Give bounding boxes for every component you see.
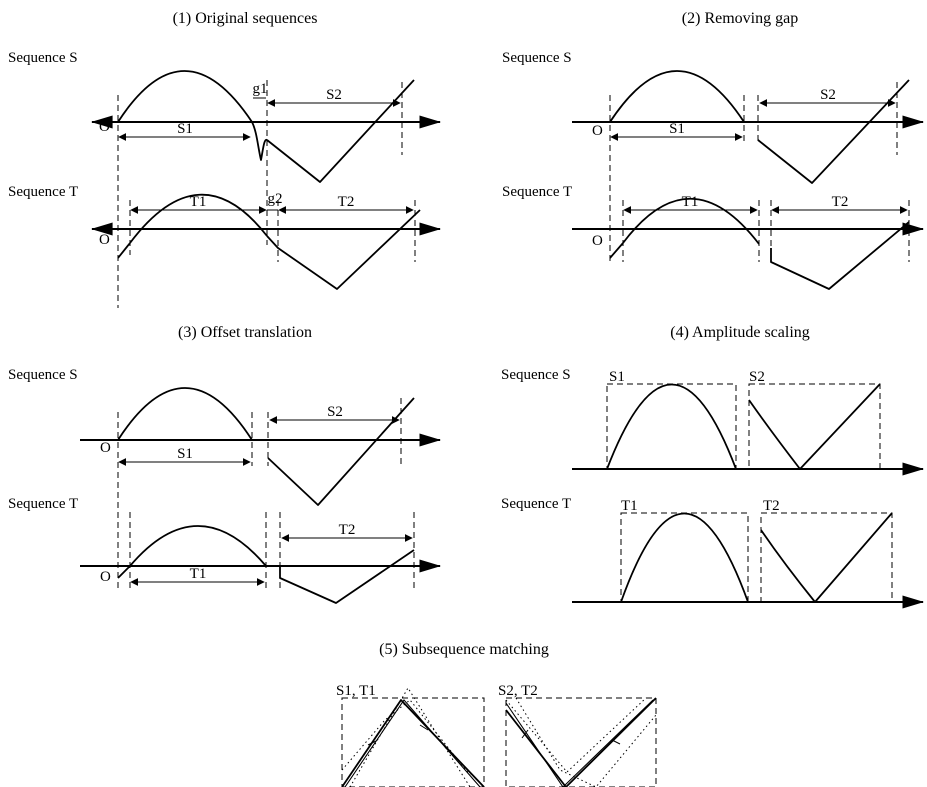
t1-curve	[609, 197, 760, 259]
origin-label: O	[99, 232, 110, 248]
panel-removing-gap: (2) Removing gap Sequence S Sequence T O…	[502, 10, 925, 290]
t2-label: T2	[832, 194, 849, 210]
origin-label: O	[100, 569, 111, 585]
s2-label: S2	[327, 404, 343, 420]
panel-offset-translation: (3) Offset translation Sequence S Sequen…	[8, 324, 442, 604]
s1-curve	[606, 383, 737, 470]
g1-gap-curve	[251, 121, 268, 161]
t2-curve	[279, 549, 415, 604]
g2-label: g2	[268, 191, 283, 207]
s1-t1-label: S1, T1	[336, 683, 376, 699]
origin-label: O	[592, 233, 603, 249]
s1-curve	[117, 70, 253, 123]
t2-curve	[770, 221, 910, 290]
s1-label: S1	[177, 121, 193, 137]
panel-2-title: (2) Removing gap	[682, 10, 798, 27]
t1-curve	[117, 525, 267, 579]
s1-overlay-curve	[341, 699, 485, 787]
t1-curve	[620, 512, 749, 603]
s1-label: S1	[669, 121, 685, 137]
t2-original-dotted-curve	[515, 697, 657, 787]
sequence-t-label: Sequence T	[501, 496, 571, 512]
distance-tick	[521, 729, 529, 739]
sequence-s-label: Sequence S	[501, 367, 571, 383]
origin-label: O	[100, 440, 111, 456]
s2-label: S2	[749, 369, 765, 385]
s1-curve	[609, 70, 745, 123]
origin-label: O	[592, 123, 603, 139]
s2-label: S2	[820, 87, 836, 103]
s2-original-dotted-curve	[505, 697, 647, 773]
s1-t1-bounding-box	[341, 697, 485, 787]
s2-curve	[267, 397, 415, 506]
t1-label: T1	[190, 566, 207, 582]
sequence-s-label: Sequence S	[502, 50, 572, 66]
panel-5-title: (5) Subsequence matching	[379, 641, 549, 658]
panel-subsequence-matching: (5) Subsequence matching S1, T1 S2, T2	[336, 641, 657, 787]
sequence-t-label: Sequence T	[502, 184, 572, 200]
s2-curve	[757, 79, 910, 184]
s1-label: S1	[177, 446, 193, 462]
sequence-s-label: Sequence S	[8, 50, 78, 66]
distance-tick	[611, 739, 621, 745]
t2-bounding-box	[760, 512, 893, 603]
t2-curve	[266, 209, 421, 290]
t1-overlay-curve	[344, 699, 481, 787]
s1-label: S1	[609, 369, 625, 385]
distance-tick	[419, 724, 429, 731]
t1-label: T1	[190, 194, 207, 210]
s2-curve	[748, 383, 881, 470]
sequence-t-label: Sequence T	[8, 184, 78, 200]
panel-original-sequences: (1) Original sequences Sequence S Sequen…	[8, 10, 442, 308]
t2-label: T2	[338, 194, 355, 210]
s1-curve	[117, 387, 253, 441]
t2-label: T2	[763, 498, 780, 514]
s2-label: S2	[326, 87, 342, 103]
sequence-s-label: Sequence S	[8, 367, 78, 383]
t2-overlay-curve	[505, 699, 654, 787]
t1-label: T1	[682, 194, 699, 210]
panel-amplitude-scaling: (4) Amplitude scaling Sequence S Sequenc…	[501, 324, 925, 609]
panel-4-title: (4) Amplitude scaling	[670, 324, 810, 341]
s2-t2-bounding-box	[505, 697, 657, 787]
s2-t2-label: S2, T2	[498, 683, 538, 699]
s2-curve	[266, 79, 415, 183]
t1-curve	[117, 193, 268, 259]
t2-curve	[760, 512, 893, 603]
panel-1-title: (1) Original sequences	[173, 10, 318, 27]
g1-label: g1	[253, 81, 268, 97]
t1-label: T1	[621, 498, 638, 514]
sequence-t-label: Sequence T	[8, 496, 78, 512]
s2-overlay-curve	[505, 697, 657, 787]
t2-label: T2	[339, 522, 356, 538]
distance-tick	[367, 740, 377, 746]
s1-original-dotted-curve	[341, 699, 471, 776]
panel-3-title: (3) Offset translation	[178, 324, 312, 341]
s2-bounding-box	[748, 383, 881, 470]
t1-original-dotted-curve	[349, 687, 471, 787]
